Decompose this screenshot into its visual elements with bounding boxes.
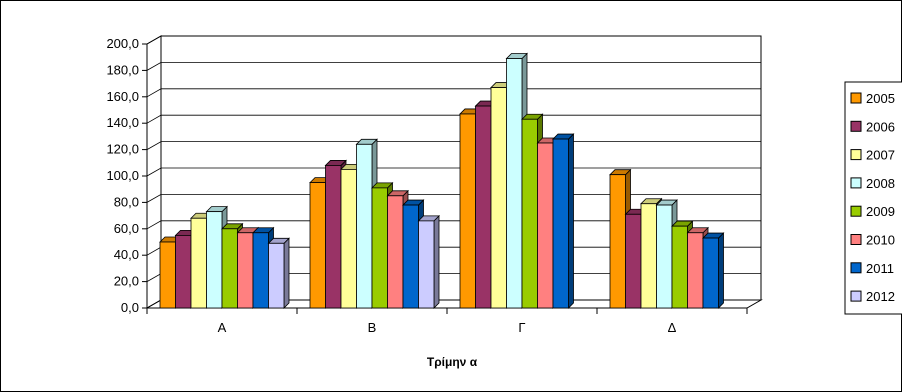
- legend-swatch: [850, 290, 862, 302]
- bar-front: [237, 232, 254, 309]
- legend-label: 2008: [866, 176, 895, 191]
- bar-front: [506, 58, 523, 309]
- x-axis-label: Τρίμην α: [427, 355, 478, 369]
- x-tick-label: Α: [218, 320, 227, 335]
- y-tick-label: 20,0: [114, 274, 139, 289]
- bar-front: [475, 105, 492, 309]
- bar: [267, 237, 290, 309]
- legend-box: [844, 81, 902, 315]
- legend-swatch: [850, 177, 862, 189]
- bar-front: [371, 187, 388, 309]
- bar-front: [159, 241, 176, 309]
- legend: 2005 2006 2007 2008 2009 2010 2011 2012: [844, 81, 902, 315]
- y-tick-label: 180,0: [106, 62, 139, 77]
- bar-front: [687, 232, 704, 309]
- legend-swatch: [850, 120, 862, 132]
- bar-front: [490, 87, 507, 309]
- y-tick-label: 40,0: [114, 247, 139, 262]
- x-tick-label: Γ: [518, 320, 525, 335]
- bar-side: [568, 133, 574, 309]
- x-tick-label: Β: [368, 320, 377, 335]
- bar-side: [433, 214, 440, 309]
- y-tick-label: 160,0: [106, 89, 139, 104]
- bars: [159, 52, 725, 309]
- bar-front: [206, 211, 223, 309]
- bar-side: [718, 232, 724, 309]
- bar-front: [356, 143, 373, 309]
- y-tick-label: 140,0: [106, 115, 139, 130]
- bar-front: [309, 182, 326, 309]
- bar-front: [268, 242, 285, 309]
- y-axis: 0,0 20,0 40,0 60,0 80,0 100,0 120,0 140,0 160,0 1…: [106, 36, 148, 315]
- legend-label: 2010: [866, 233, 895, 248]
- bar-front: [190, 217, 207, 309]
- bar-front: [537, 142, 554, 309]
- legend-label: 2012: [866, 289, 895, 304]
- bar-front: [656, 204, 673, 309]
- bar: [552, 133, 575, 309]
- bar-front: [175, 234, 192, 309]
- legend-swatch: [850, 234, 862, 245]
- bar-front: [252, 232, 269, 309]
- legend-label: 2011: [866, 261, 894, 276]
- y-tick-label: 120,0: [106, 142, 139, 157]
- x-tick-label: Δ: [668, 320, 677, 335]
- gridline: [146, 114, 761, 124]
- bar-front: [521, 118, 538, 309]
- legend-label: 2009: [866, 204, 895, 219]
- bar-front: [459, 113, 476, 309]
- gridline: [146, 35, 761, 45]
- legend-label: 2007: [866, 148, 895, 163]
- legend-swatch: [850, 262, 862, 274]
- bar: [417, 214, 440, 309]
- y-tick-label: 0,0: [121, 300, 139, 315]
- y-tick-label: 200,0: [106, 36, 139, 51]
- bar-side: [283, 237, 290, 309]
- y-tick-label: 80,0: [114, 194, 139, 209]
- bar-front: [340, 168, 357, 309]
- legend-swatch: [850, 92, 862, 104]
- bar-front: [402, 204, 419, 309]
- legend-swatch: [850, 205, 862, 217]
- bar-front: [325, 165, 342, 309]
- bar-front: [221, 228, 238, 309]
- y-tick-label: 60,0: [114, 221, 139, 236]
- bar-front: [418, 220, 435, 309]
- legend-swatch: [850, 149, 862, 161]
- gridline: [146, 62, 761, 71]
- bar-front: [609, 174, 626, 309]
- legend-label: 2006: [866, 119, 895, 134]
- bar-front: [640, 203, 657, 309]
- bar-front: [552, 138, 569, 309]
- legend-label: 2005: [866, 91, 895, 106]
- bar-front: [625, 213, 642, 309]
- y-tick-label: 100,0: [106, 168, 139, 183]
- bar-front: [702, 237, 719, 309]
- bar-front: [387, 195, 404, 309]
- bar-front: [671, 225, 688, 309]
- gridline: [146, 88, 761, 98]
- bar: [702, 232, 725, 309]
